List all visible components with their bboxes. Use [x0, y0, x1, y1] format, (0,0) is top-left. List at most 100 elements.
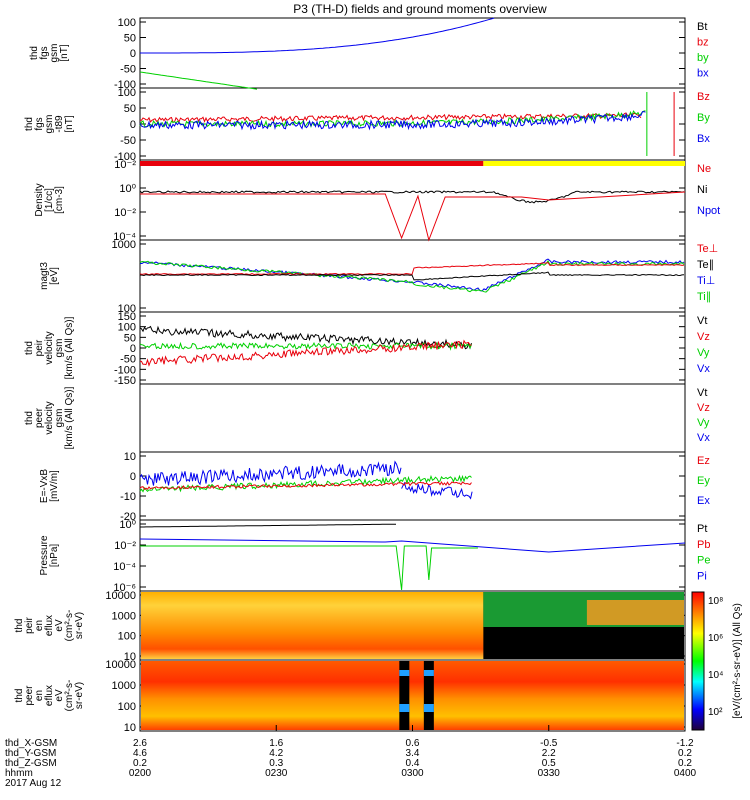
colorbar-gradient: [691, 591, 705, 731]
xaxis-tick-label: 0.2: [678, 748, 692, 759]
ylabel-line: thd: [24, 117, 35, 131]
xaxis-tick-label: 0.2: [133, 758, 147, 769]
spectrogram-gap-1: [399, 661, 410, 730]
y-tick-label: 150: [118, 311, 136, 323]
ylabel-line: [mV/m]: [49, 470, 60, 502]
ylabel-line: thd: [14, 689, 25, 703]
panel-9: thd peir en eflux eV (cm²-s-sr-eV) 10000 1000 10…: [14, 590, 686, 663]
ylabel-line: [nPa]: [49, 544, 60, 568]
y-tick-label: 10⁻²: [114, 159, 136, 171]
ylabel-line: thd: [29, 46, 40, 60]
ylabel-line: gsm: [44, 115, 55, 134]
panel-ylabel: thd peer velocity gsm [km/s (All Qs)]: [24, 386, 75, 449]
panel-ylabel: thd peir velocity gsm [km/s (All Qs)]: [24, 316, 75, 379]
series-Bz: [139, 111, 642, 124]
y-tick-label: 10⁰: [119, 519, 136, 531]
y-tick-label: -100: [114, 79, 136, 91]
ylabel-line: magt3: [39, 262, 50, 290]
spectrogram-gap-blue: [423, 704, 434, 712]
y-tick-label: 100: [118, 322, 136, 334]
spectrogram-ion-orange: [586, 600, 684, 625]
legend-Te∥: Te∥: [697, 259, 714, 271]
ylabel-line: -t89: [54, 115, 65, 133]
series-by: [139, 71, 258, 90]
panel-7: E=-VxB [mV/m] 10 0 -10 -20 Ez Ey Ex: [39, 451, 710, 523]
y-tick-label: 10: [124, 651, 136, 663]
y-tick-label: -20: [120, 511, 136, 523]
colorbar-label: [eV/(cm²-s-sr-eV)] (All Qs): [732, 603, 743, 719]
panel-frame: [139, 451, 686, 521]
y-tick-label: 10⁻²: [114, 540, 136, 552]
panel-ylabel: thd fgs gsm [nT]: [29, 44, 70, 63]
ylabel-line: peer: [34, 407, 45, 428]
y-tick-label: 10000: [105, 590, 136, 602]
series-Ne: [140, 191, 686, 242]
colorbar-tick: 10⁶: [708, 633, 723, 644]
y-tick-label: 10⁻²: [114, 207, 136, 219]
ylabel-line: [1/cc]: [44, 188, 55, 212]
series-Ex: [139, 460, 402, 486]
panel-frame: [139, 159, 686, 241]
panel-frame: [139, 383, 686, 453]
data-traces: [139, 17, 686, 730]
ylabel-line: peer: [24, 685, 35, 706]
panel-2: thd fgs gsm -t89 [nT] 100 50 0 -50 -100 Bz By Bx: [24, 87, 710, 163]
legend-Vz: Vz: [697, 402, 710, 414]
y-tick-label: 0: [130, 343, 136, 355]
panel-frame: [139, 519, 686, 592]
series-Pe: [140, 545, 478, 591]
xaxis-row-label: thd_Y-GSM: [5, 748, 56, 759]
series-Ex-tail: [401, 481, 473, 500]
y-tick-label: -10: [120, 491, 136, 503]
y-tick-label: 50: [124, 33, 136, 45]
panel-3: Density [1/cc] [cm-3] 10⁻² 10⁰ 10⁻² 10⁻⁴ Ne Ni Np…: [34, 159, 720, 243]
xaxis-tick-label: 0.5: [542, 758, 556, 769]
xaxis-tick-label: 0230: [265, 768, 288, 779]
y-tick-label: 50: [124, 103, 136, 115]
ylabel-line: (cm²-s-: [64, 680, 75, 712]
ylabel-line: thd: [14, 619, 25, 633]
ylabel-line: [eV]: [49, 267, 60, 285]
legend-Ti⊥: Ti⊥: [697, 275, 715, 287]
legend-Bx: Bx: [697, 133, 710, 145]
panel-ylabel: Pressure [nPa]: [39, 535, 60, 575]
spectrogram-electron: [141, 661, 684, 730]
legend-Vy: Vy: [697, 417, 710, 429]
ylabel-line: peir: [34, 339, 45, 356]
panel-5: thd peir velocity gsm [km/s (All Qs)] 1501005…: [24, 311, 710, 387]
ylabel-line: thd: [24, 341, 35, 355]
legend-Vt: Vt: [697, 387, 707, 399]
y-tick-label: 1000: [112, 680, 136, 692]
ylabel-line: [km/s (All Qs)]: [64, 316, 75, 379]
y-tick-label: 100: [118, 701, 136, 713]
xaxis-row-label: hhmm: [5, 768, 33, 779]
xaxis-tick-label: 0.2: [678, 758, 692, 769]
ylabel-line: eflux: [44, 685, 55, 706]
xaxis-tick-label: 4.6: [133, 748, 147, 759]
legend-Vx: Vx: [697, 363, 710, 375]
legend-Pe: Pe: [697, 555, 710, 567]
y-tick-label: 10⁰: [119, 183, 136, 195]
ylabel-line: en: [34, 690, 45, 701]
spectrogram-gap-blue: [399, 670, 410, 676]
y-tick-label: 10⁻⁶: [113, 582, 136, 594]
panel-4: magt3 [eV] 1000 100 Te⊥ Te∥ Ti⊥ Ti∥: [39, 239, 718, 315]
xaxis-tick-label: 4.2: [269, 748, 283, 759]
legend-Pt: Pt: [697, 523, 707, 535]
ylabel-line: [km/s (All Qs)]: [64, 386, 75, 449]
xaxis-tick-label: 0.4: [406, 758, 420, 769]
panel-ylabel: Density [1/cc] [cm-3]: [34, 183, 65, 216]
xaxis-tick-label: 0200: [129, 768, 152, 779]
y-tick-label: -50: [120, 135, 136, 147]
ylabel-line: gsm: [54, 339, 65, 358]
series-bx: [140, 17, 495, 54]
ylabel-line: velocity: [44, 401, 55, 434]
series-Ti-par: [139, 260, 685, 293]
y-tick-label: 100: [118, 87, 136, 99]
legend-Vt: Vt: [697, 315, 707, 327]
legend-Bt: Bt: [697, 21, 707, 33]
y-tick-label: 10⁻⁴: [113, 231, 136, 243]
panel-ylabel: thd peir en eflux eV (cm²-s-sr-eV): [14, 610, 85, 642]
legend-By: By: [697, 112, 710, 124]
